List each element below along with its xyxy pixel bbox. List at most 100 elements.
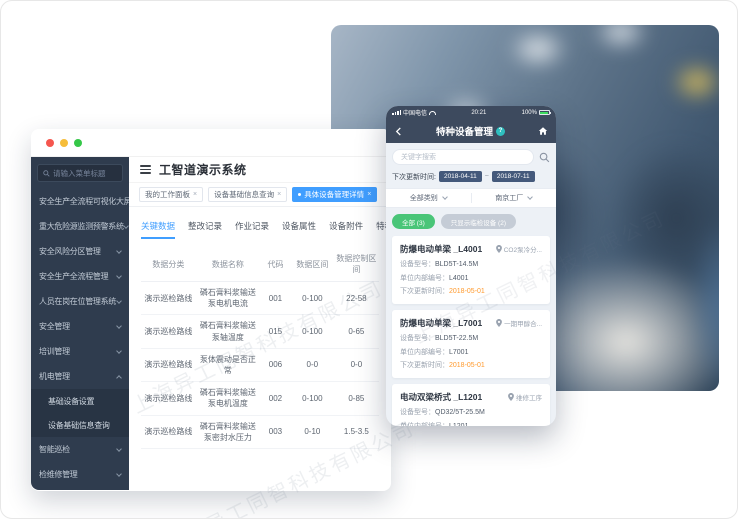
internal-no-value: L1201 [449, 422, 469, 427]
sidebar-item-device-info-query[interactable]: 设备基础信息查询 [31, 413, 129, 437]
sidebar-item-base-device-setup[interactable]: 基础设备设置 [31, 389, 129, 413]
detail-panel: 关键数据 整改记录 作业记录 设备属性 设备附件 特种设备附件 数据分类 数据名… [129, 207, 427, 449]
window-close-button[interactable] [46, 138, 54, 147]
location-pin-icon [495, 245, 502, 253]
col-control-range: 数据控制区间 [333, 247, 379, 282]
sidebar-item-label: 安全管理 [39, 322, 70, 331]
location-text: 一期甲醇合... [504, 321, 542, 328]
category-select[interactable]: 全部类别 [386, 193, 471, 203]
location-pin-icon [508, 393, 514, 401]
tab-key-data[interactable]: 关键数据 [141, 220, 176, 239]
cell: 演示巡检路线 [141, 314, 196, 349]
cell: 0-65 [333, 314, 379, 349]
equipment-location: CO2泵冷分... [495, 244, 542, 254]
sidebar-item-label: 机电管理 [39, 372, 70, 381]
carrier-label: 中国电信 [403, 111, 428, 117]
close-icon[interactable]: × [193, 191, 198, 198]
sidebar-item-electromech[interactable]: 机电管理 [31, 364, 129, 389]
close-icon[interactable]: × [277, 191, 282, 198]
key-data-table: 数据分类 数据名称 代码 数据区间 数据控制区间 演示巡检路线 磷石膏料浆输送泵… [141, 247, 379, 449]
sidebar-item-hazard-monitor[interactable]: 重大危险源监测预警系统 [31, 214, 129, 239]
filter-chip-due-only[interactable]: 只显示临检设备 (2) [440, 214, 516, 229]
col-code: 代码 [259, 247, 291, 282]
factory-select[interactable]: 南京工厂 [470, 193, 557, 203]
chevron-down-icon [116, 247, 122, 254]
tab-device-attachments[interactable]: 设备附件 [329, 221, 364, 231]
cell: 002 [259, 381, 291, 416]
window-minimize-button[interactable] [60, 138, 68, 147]
date-from-button[interactable]: 2018-04-11 [438, 171, 482, 182]
chevron-down-icon [527, 194, 534, 200]
sidebar-item-maintenance[interactable]: 检维修管理 [31, 462, 129, 487]
chevron-down-icon [116, 347, 122, 354]
sidebar-item-smart-inspection[interactable]: 智能巡检 [31, 437, 129, 462]
tab-device-attrs[interactable]: 设备属性 [282, 221, 317, 231]
date-to-button[interactable]: 2018-07-11 [491, 171, 535, 182]
tab-device-info-query[interactable]: 设备基础信息查询 × [208, 187, 288, 202]
cell: 0-100 [290, 281, 334, 316]
tab-device-detail[interactable]: 具体设备管理详情 × [292, 187, 378, 202]
cell: 006 [259, 348, 291, 383]
equipment-card[interactable]: 电动双梁桥式 _L1201 维修工序 设备型号：QD32/5T-25.5M 单位… [392, 384, 550, 426]
active-dot-icon [298, 193, 302, 196]
back-icon[interactable] [394, 126, 403, 136]
tab-label: 设备基础信息查询 [214, 190, 275, 199]
cell: 磷石膏料浆输送泵电机温度 [195, 381, 260, 416]
sidebar-item-personnel[interactable]: 人员在岗在位管理系统 [31, 289, 129, 314]
cell: 015 [259, 314, 291, 349]
equipment-location: 维修工序 [508, 392, 542, 402]
tab-job-records[interactable]: 作业记录 [235, 221, 270, 231]
sidebar-item-label: 检维修管理 [39, 470, 78, 479]
sidebar-item-safety-mgmt[interactable]: 安全管理 [31, 314, 129, 339]
equipment-card[interactable]: 防爆电动单梁 _L4001 CO2泵冷分... 设备型号：BLD5T-14.5M… [392, 236, 550, 304]
location-text: CO2泵冷分... [503, 247, 542, 254]
table-row: 演示巡检路线 磷石膏料浆输送泵电机电流 001 0-100 22-58 [141, 281, 379, 316]
phone-statusbar: 中国电信 20:21 100% [386, 106, 556, 119]
filter-chip-all[interactable]: 全部 (3) [392, 214, 435, 229]
window-zoom-button[interactable] [74, 138, 82, 147]
clock-label: 20:21 [471, 109, 487, 116]
help-badge-icon[interactable]: ? [496, 126, 505, 136]
phone-title-text: 特种设备管理 [435, 127, 493, 138]
model-label: 设备型号： [400, 335, 435, 342]
sidebar-item-label: 安全生产全流程可视化大屏 [39, 197, 129, 206]
cell: 0-10 [290, 415, 334, 449]
chevron-down-icon [116, 445, 122, 452]
equipment-card[interactable]: 防爆电动单梁 _L7001 一期甲醇合... 设备型号：BLD5T-22.5M … [392, 310, 550, 378]
cell: 22-58 [333, 281, 379, 316]
chevron-down-icon [116, 297, 122, 304]
sidebar-item-training[interactable]: 培训管理 [31, 339, 129, 364]
sidebar-item-safety-process[interactable]: 安全生产全流程管理 [31, 264, 129, 289]
table-row: 演示巡检路线 泵体震动是否正常 006 0-0 0-0 [141, 348, 379, 383]
battery-icon [538, 110, 551, 115]
menu-icon[interactable] [140, 165, 151, 174]
app-header: 工智道演示系统 [129, 157, 391, 183]
next-update-label: 下次更新时间: [392, 173, 436, 181]
phone-navbar: 特种设备管理 ? [386, 119, 556, 143]
close-icon[interactable]: × [367, 191, 372, 198]
tab-my-workbench[interactable]: 我的工作面板 × [139, 187, 204, 202]
sidebar-search-placeholder: 请输入菜单标题 [53, 168, 106, 178]
cell: 磷石膏料浆输送泵轴温度 [195, 314, 260, 349]
factory-select-value: 南京工厂 [495, 195, 524, 202]
sidebar-item-visual-screen[interactable]: 安全生产全流程可视化大屏 [31, 189, 129, 214]
filter-row: 全部类别 南京工厂 [386, 188, 556, 208]
location-text: 维修工序 [516, 395, 542, 402]
sidebar-item-label: 基础设备设置 [48, 396, 95, 406]
cell: 0-100 [290, 381, 334, 416]
model-value: BLD5T-14.5M [435, 261, 479, 268]
sidebar-item-risk-zone[interactable]: 安全风险分区管理 [31, 239, 129, 264]
col-data-range: 数据区间 [290, 247, 334, 282]
search-input[interactable]: 关键字搜索 [392, 149, 534, 165]
internal-no-value: L7001 [449, 348, 469, 356]
sidebar-item-label: 人员在岗在位管理系统 [39, 297, 116, 306]
tab-label: 具体设备管理详情 [304, 190, 365, 199]
tab-rectify-records[interactable]: 整改记录 [188, 221, 223, 231]
chevron-down-icon [122, 222, 129, 229]
sidebar-search-input[interactable]: 请输入菜单标题 [37, 164, 123, 182]
app-title: 工智道演示系统 [159, 163, 247, 177]
sidebar-item-label: 智能巡检 [39, 445, 70, 454]
search-icon[interactable] [539, 152, 550, 163]
home-icon[interactable] [538, 126, 548, 136]
cell: 0-0 [333, 348, 379, 383]
